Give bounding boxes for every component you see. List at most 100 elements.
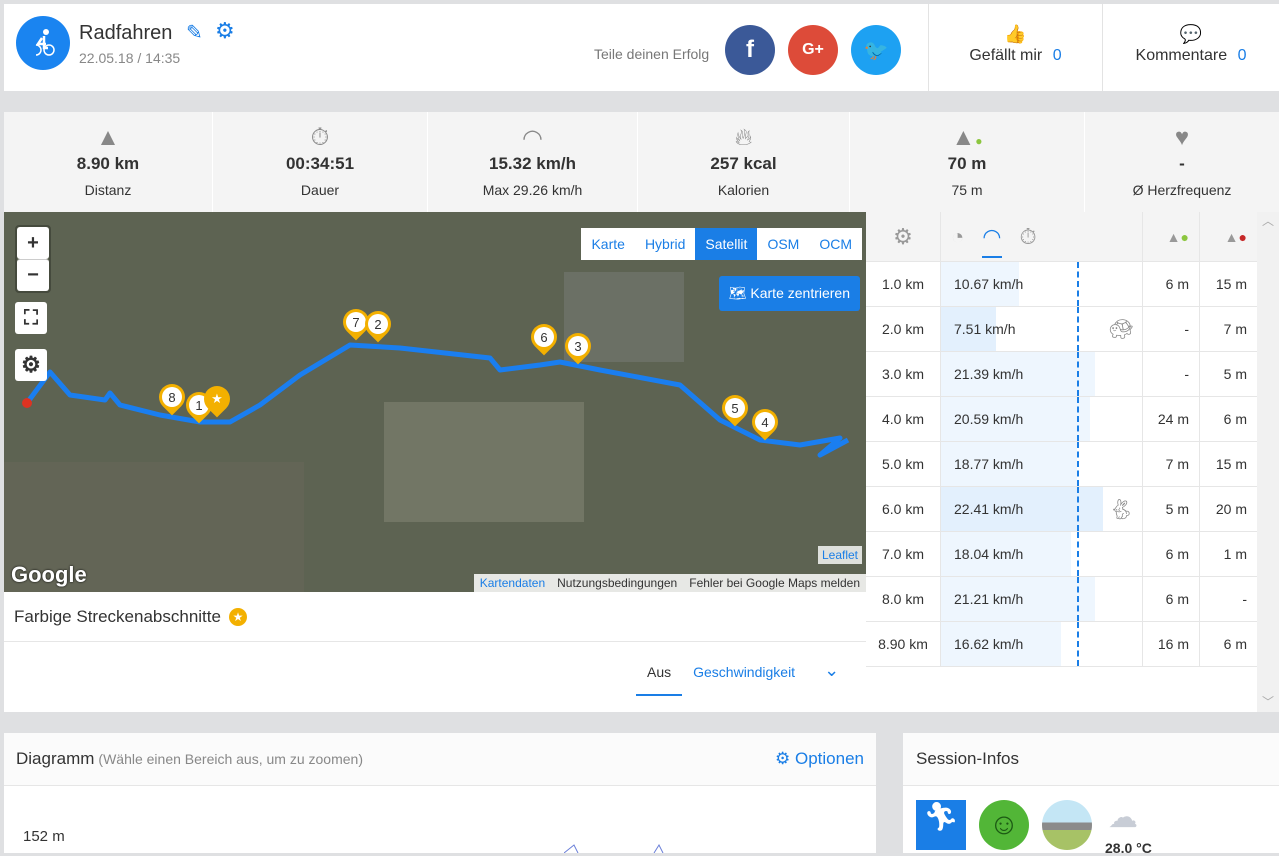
diagram-options-button[interactable]: ⚙ Optionen: [775, 749, 864, 769]
pace-icon[interactable]: ◔: [951, 223, 965, 249]
split-distance: 7.0 km: [866, 532, 941, 576]
map-type-ocm[interactable]: OCM: [819, 236, 852, 252]
map-type-hybrid[interactable]: Hybrid: [644, 236, 686, 252]
split-descent: 5 m: [1223, 366, 1247, 382]
average-line: [1077, 442, 1079, 486]
google-plus-share-button[interactable]: G+: [788, 25, 838, 75]
split-speed-cell: 21.21 km/h: [941, 577, 1143, 621]
speed-bar: [941, 532, 1071, 576]
map-type-osm[interactable]: OSM: [767, 236, 800, 252]
options-label: Optionen: [795, 749, 864, 768]
comment-label: Kommentare: [1135, 47, 1228, 64]
stat-label: Kalorien: [717, 182, 770, 198]
elevation-line: [564, 843, 664, 853]
happy-mood-icon: ☺: [979, 800, 1029, 850]
stopwatch-tab-icon[interactable]: ⏱: [1019, 223, 1037, 249]
scrollbar[interactable]: ︿ ﹀: [1257, 212, 1279, 712]
split-speed: 18.04 km/h: [954, 546, 1024, 562]
split-distance: 6.0 km: [866, 487, 941, 531]
map-type-satellit[interactable]: Satellit: [695, 228, 758, 260]
hare-icon: 🐇︎: [1108, 498, 1134, 521]
stat-label: Distanz: [84, 182, 132, 198]
split-speed: 7.51 km/h: [954, 321, 1016, 337]
split-speed-cell: 10.67 km/h: [941, 262, 1143, 306]
tab-geschwindigkeit[interactable]: Geschwindigkeit: [693, 664, 796, 680]
speed-bar: [941, 397, 1091, 441]
stat-heartrate: ♥ - Ø Herzfrequenz: [1085, 112, 1279, 212]
split-distance: 8.90 km: [866, 622, 941, 666]
split-speed: 22.41 km/h: [954, 501, 1024, 517]
splits-header: ⚙ ◔ ◠ ⏱ ▲ ● ▲ ●: [866, 212, 1257, 262]
speedometer-icon: ◠: [522, 125, 543, 152]
split-speed: 16.62 km/h: [954, 636, 1024, 652]
map-icon: 🗺︎: [728, 285, 751, 301]
speed-bar: [941, 487, 1103, 531]
map-type-karte[interactable]: Karte: [591, 236, 625, 252]
speedometer-tab-icon[interactable]: ◠: [982, 224, 1002, 258]
split-ascent: 16 m: [1143, 622, 1200, 666]
terms-link[interactable]: Nutzungsbedingungen: [557, 576, 678, 590]
split-row: 2.0 km 7.51 km/h 🐢︎ - 7 m: [866, 307, 1257, 352]
segments-panel: Farbige Streckenabschnitte ★ Aus Geschwi…: [4, 592, 866, 712]
session-title: Session-Infos: [903, 733, 1279, 786]
split-row: 8.90 km 16.62 km/h 16 m 6 m: [866, 622, 1257, 667]
split-ascent: 5 m: [1143, 487, 1200, 531]
average-line: [1077, 352, 1079, 396]
split-ascent: -: [1143, 307, 1200, 351]
split-distance: 2.0 km: [866, 307, 941, 351]
stat-speed: ◠ 15.32 km/h Max 29.26 km/h: [428, 112, 638, 212]
fullscreen-icon[interactable]: ⛶: [15, 302, 47, 334]
diagram-title: Diagramm: [16, 749, 95, 768]
facebook-share-button[interactable]: f: [725, 25, 775, 75]
like-count: 0: [1052, 47, 1062, 64]
tab-aus[interactable]: Aus: [636, 650, 683, 696]
split-speed-cell: 16.62 km/h: [941, 622, 1143, 666]
stat-calories: 🔥︎ 257 kcal Kalorien: [638, 112, 850, 212]
metric-tabs: ◔ ◠ ⏱: [941, 212, 1143, 261]
average-line: [1077, 397, 1079, 441]
table-settings-gear-icon[interactable]: ⚙: [866, 212, 941, 261]
temperature: 28.0 °C: [1105, 840, 1152, 856]
activity-date: 22.05.18 / 14:35: [79, 50, 181, 66]
center-map-label: Karte zentrieren: [750, 285, 850, 301]
split-row: 1.0 km 10.67 km/h 6 m 15 m: [866, 262, 1257, 307]
average-line: [1077, 307, 1079, 351]
speed-bar: [941, 622, 1061, 666]
split-descent: 7 m: [1223, 321, 1247, 337]
heart-icon: ♥: [1174, 124, 1190, 151]
park-surface-icon: [1042, 800, 1092, 850]
split-row: 8.0 km 21.21 km/h 6 m -: [866, 577, 1257, 622]
share-label: Teile deinen Erfolg: [594, 46, 710, 62]
map-settings-gear-icon[interactable]: ⚙: [15, 349, 47, 381]
route-map[interactable]: 8 1 ★ 7 2 6 3 5 4 + − ⛶ ⚙ Karte Hybrid S…: [4, 212, 866, 592]
stat-value: 70 m: [947, 154, 987, 173]
center-map-button[interactable]: 🗺︎ Karte zentrieren: [718, 276, 860, 311]
stat-value: 15.32 km/h: [489, 154, 576, 173]
split-descent: 1 m: [1223, 546, 1247, 562]
split-row: 7.0 km 18.04 km/h 6 m 1 m: [866, 532, 1257, 577]
road-icon: ▲: [96, 124, 120, 151]
split-speed: 10.67 km/h: [954, 276, 1024, 292]
comments-button[interactable]: 💬 Kommentare 0: [1102, 4, 1279, 91]
comment-icon: 💬: [1179, 24, 1203, 44]
split-speed: 18.77 km/h: [954, 456, 1024, 472]
leaflet-link[interactable]: Leaflet: [817, 546, 862, 564]
split-distance: 1.0 km: [866, 262, 941, 306]
chevron-down-icon[interactable]: ⌄: [824, 660, 840, 680]
average-line: [1077, 487, 1079, 531]
map-data-link[interactable]: Kartendaten: [479, 576, 546, 590]
session-info-panel: Session-Infos 🏃︎ ☺ ☁ 28.0 °C: [903, 733, 1279, 856]
report-error-link[interactable]: Fehler bei Google Maps melden: [689, 576, 860, 590]
diagram-panel: Diagramm (Wähle einen Bereich aus, um zu…: [4, 733, 876, 853]
edit-pencil-icon[interactable]: ✎: [186, 22, 203, 44]
split-distance: 5.0 km: [866, 442, 941, 486]
split-row: 3.0 km 21.39 km/h - 5 m: [866, 352, 1257, 397]
zoom-out-button[interactable]: −: [17, 259, 49, 291]
splits-table: ⚙ ◔ ◠ ⏱ ▲ ● ▲ ● 1.0 km 10.67 km/h 6 m 15 m…: [866, 212, 1257, 712]
zoom-in-button[interactable]: +: [17, 227, 49, 259]
gear-icon[interactable]: ⚙: [215, 18, 235, 43]
map-attribution: Kartendaten Nutzungsbedingungen Fehler b…: [473, 574, 866, 592]
twitter-share-button[interactable]: 🐦: [851, 25, 901, 75]
like-button[interactable]: 👍 Gefällt mir 0: [928, 4, 1102, 91]
split-ascent: 6 m: [1143, 577, 1200, 621]
